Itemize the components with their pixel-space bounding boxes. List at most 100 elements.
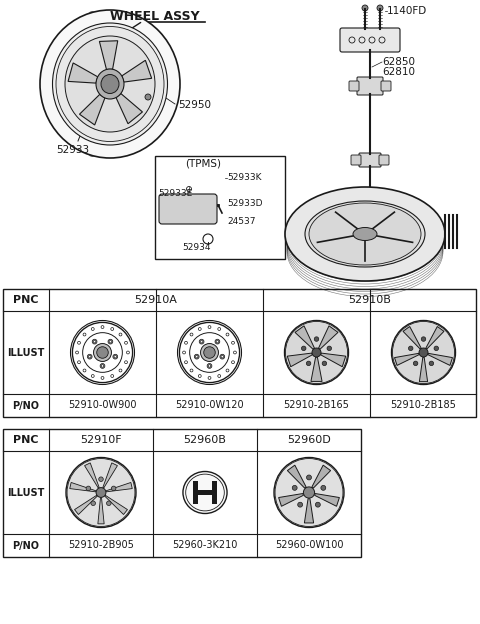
Polygon shape	[295, 326, 314, 349]
Ellipse shape	[353, 228, 377, 240]
Circle shape	[190, 369, 193, 372]
Text: (TPMS): (TPMS)	[185, 159, 221, 169]
Circle shape	[114, 356, 117, 358]
Circle shape	[111, 328, 114, 331]
Circle shape	[204, 347, 215, 358]
Circle shape	[285, 321, 348, 384]
Text: ILLUST: ILLUST	[7, 348, 45, 358]
Text: 62850: 62850	[382, 57, 415, 67]
Circle shape	[113, 354, 118, 359]
Circle shape	[78, 341, 81, 344]
Circle shape	[91, 328, 94, 331]
Circle shape	[101, 326, 104, 328]
Polygon shape	[116, 94, 143, 124]
Text: 52910-2B905: 52910-2B905	[68, 540, 134, 550]
Text: 52910-0W120: 52910-0W120	[175, 401, 244, 411]
Polygon shape	[428, 353, 453, 366]
Ellipse shape	[101, 74, 119, 94]
Circle shape	[298, 502, 302, 507]
Circle shape	[322, 361, 326, 366]
Circle shape	[96, 487, 106, 497]
Circle shape	[233, 351, 236, 354]
Text: 52960B: 52960B	[183, 435, 227, 445]
Polygon shape	[319, 326, 338, 349]
Circle shape	[94, 344, 111, 361]
Polygon shape	[395, 353, 419, 366]
Circle shape	[66, 457, 136, 527]
Polygon shape	[98, 498, 104, 524]
Polygon shape	[103, 463, 118, 488]
Text: 52910-2B185: 52910-2B185	[391, 401, 456, 411]
Circle shape	[220, 354, 225, 359]
Ellipse shape	[183, 472, 227, 514]
Circle shape	[83, 369, 86, 372]
FancyBboxPatch shape	[379, 155, 389, 165]
Circle shape	[216, 341, 218, 343]
Circle shape	[201, 344, 218, 361]
Text: P/NO: P/NO	[12, 401, 39, 411]
Circle shape	[108, 339, 113, 344]
Text: 52910-0W900: 52910-0W900	[68, 401, 137, 411]
Circle shape	[78, 361, 81, 364]
Circle shape	[226, 333, 229, 336]
Bar	[193, 481, 198, 504]
Circle shape	[362, 5, 368, 11]
Circle shape	[91, 374, 94, 378]
Circle shape	[392, 321, 456, 384]
Ellipse shape	[96, 69, 124, 99]
Circle shape	[208, 326, 211, 328]
Circle shape	[100, 364, 105, 368]
Circle shape	[434, 346, 439, 351]
Circle shape	[194, 354, 199, 359]
Text: P/NO: P/NO	[12, 540, 39, 550]
Ellipse shape	[52, 23, 168, 145]
Circle shape	[307, 475, 312, 480]
Text: 52933K: 52933K	[227, 173, 262, 182]
Polygon shape	[80, 94, 105, 125]
Polygon shape	[403, 326, 421, 349]
Text: 52934: 52934	[183, 243, 211, 251]
Ellipse shape	[285, 187, 445, 281]
Circle shape	[419, 348, 428, 357]
Ellipse shape	[309, 203, 421, 265]
Circle shape	[145, 94, 151, 100]
Circle shape	[327, 346, 332, 351]
Polygon shape	[288, 353, 312, 367]
Circle shape	[119, 333, 122, 336]
Circle shape	[315, 502, 320, 507]
Circle shape	[101, 376, 104, 379]
Circle shape	[198, 328, 201, 331]
Text: 52960-3K210: 52960-3K210	[172, 540, 238, 550]
Polygon shape	[106, 482, 132, 492]
Text: WHEEL ASSY: WHEEL ASSY	[110, 9, 200, 22]
Ellipse shape	[56, 26, 164, 142]
Polygon shape	[426, 326, 444, 349]
Polygon shape	[122, 61, 152, 82]
Circle shape	[87, 354, 92, 359]
FancyBboxPatch shape	[357, 77, 383, 95]
Circle shape	[312, 348, 321, 357]
Circle shape	[127, 351, 130, 354]
Circle shape	[111, 374, 114, 378]
Circle shape	[314, 337, 319, 341]
FancyBboxPatch shape	[351, 155, 361, 165]
FancyBboxPatch shape	[159, 194, 217, 224]
Circle shape	[393, 321, 455, 384]
Circle shape	[231, 361, 234, 364]
Circle shape	[377, 5, 383, 11]
Polygon shape	[288, 465, 306, 488]
Circle shape	[413, 361, 418, 366]
Circle shape	[88, 356, 91, 358]
Circle shape	[184, 341, 187, 344]
Bar	[155, 156, 285, 259]
Circle shape	[301, 346, 306, 351]
Text: PNC: PNC	[13, 435, 39, 445]
Circle shape	[198, 374, 201, 378]
Circle shape	[111, 486, 116, 490]
Ellipse shape	[305, 201, 425, 267]
FancyBboxPatch shape	[381, 81, 391, 91]
Circle shape	[101, 364, 104, 367]
Circle shape	[195, 356, 198, 358]
FancyBboxPatch shape	[340, 28, 400, 52]
Circle shape	[306, 361, 311, 366]
